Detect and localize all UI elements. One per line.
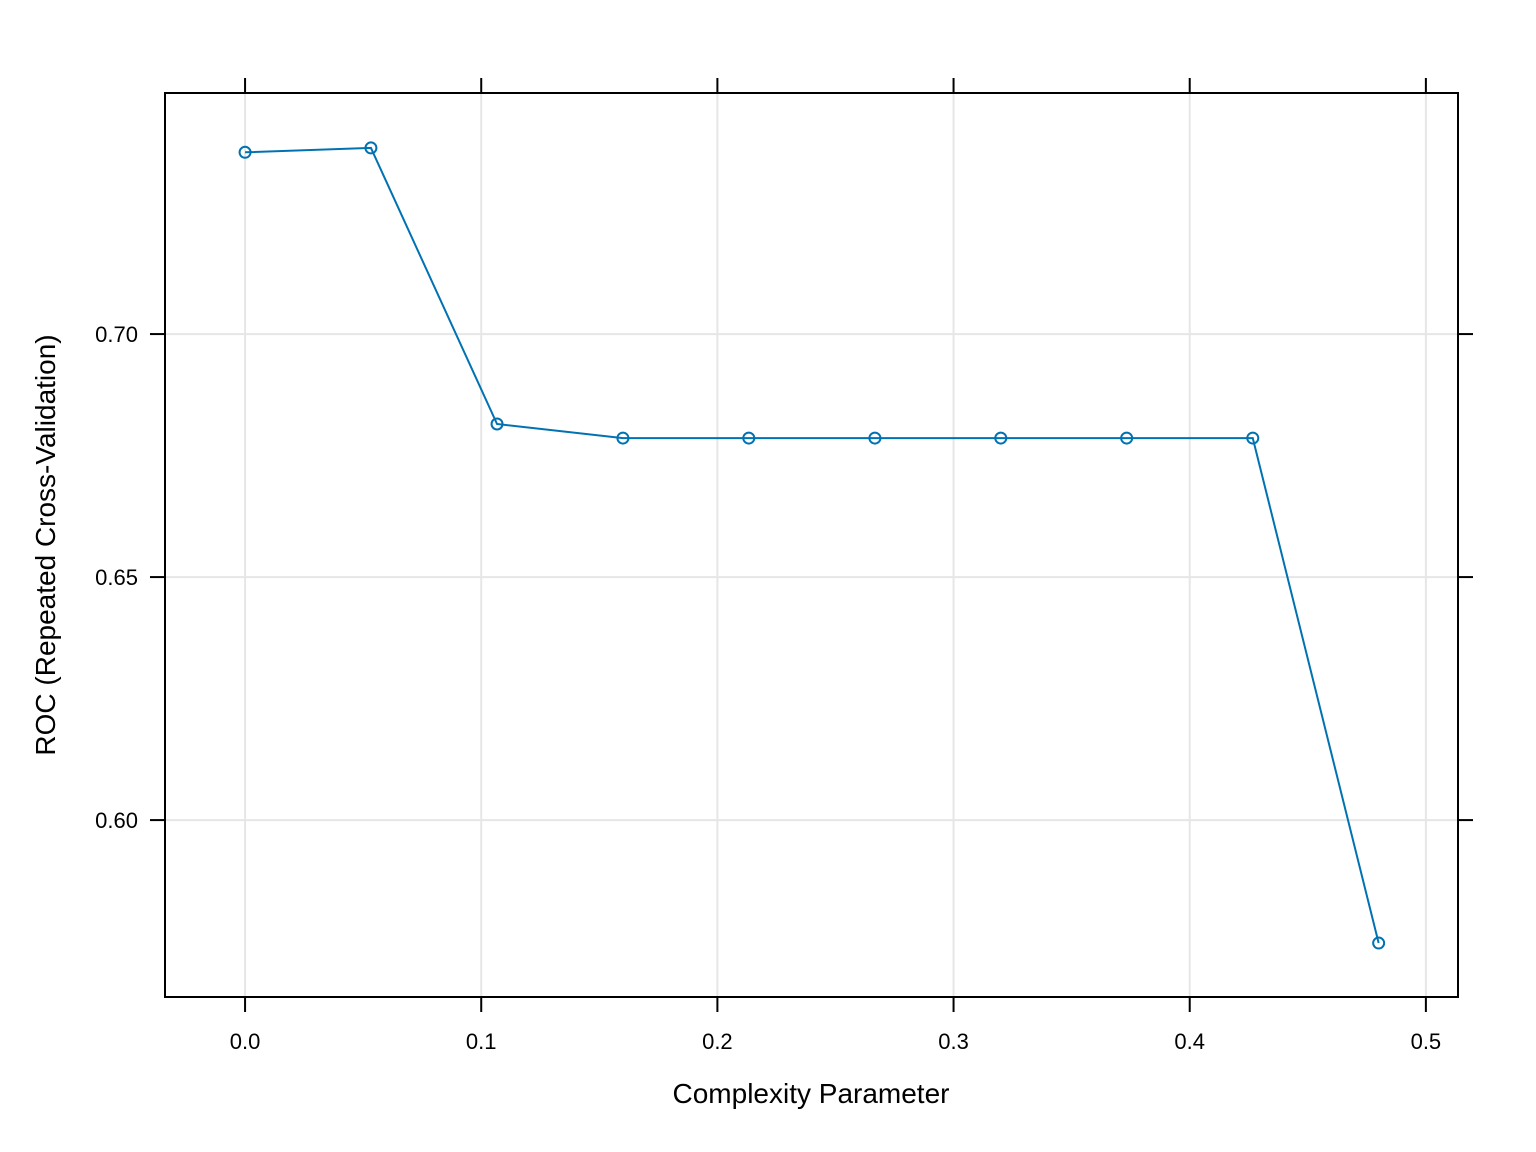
point	[490, 417, 504, 431]
point	[238, 145, 252, 159]
x-tick-label: 0.0	[230, 1029, 261, 1054]
x-axis-label: Complexity Parameter	[673, 1078, 950, 1109]
line	[245, 146, 1380, 944]
x-tick-label: 0.5	[1411, 1029, 1442, 1054]
point	[742, 431, 756, 445]
y-axis-label: ROC (Repeated Cross-Validation)	[30, 334, 61, 755]
y-tick-label: 0.70	[95, 322, 138, 347]
point	[1372, 936, 1386, 950]
y-tick-label: 0.60	[95, 808, 138, 833]
point	[616, 431, 630, 445]
point	[1246, 431, 1260, 445]
point	[1120, 431, 1134, 445]
x-tick-label: 0.1	[466, 1029, 497, 1054]
point	[994, 431, 1008, 445]
y-tick-label: 0.65	[95, 565, 138, 590]
x-tick-label: 0.3	[938, 1029, 969, 1054]
point	[364, 141, 378, 155]
plot-frame	[164, 92, 1459, 998]
point	[868, 431, 882, 445]
x-tick-label: 0.2	[702, 1029, 733, 1054]
x-tick-label: 0.4	[1174, 1029, 1205, 1054]
